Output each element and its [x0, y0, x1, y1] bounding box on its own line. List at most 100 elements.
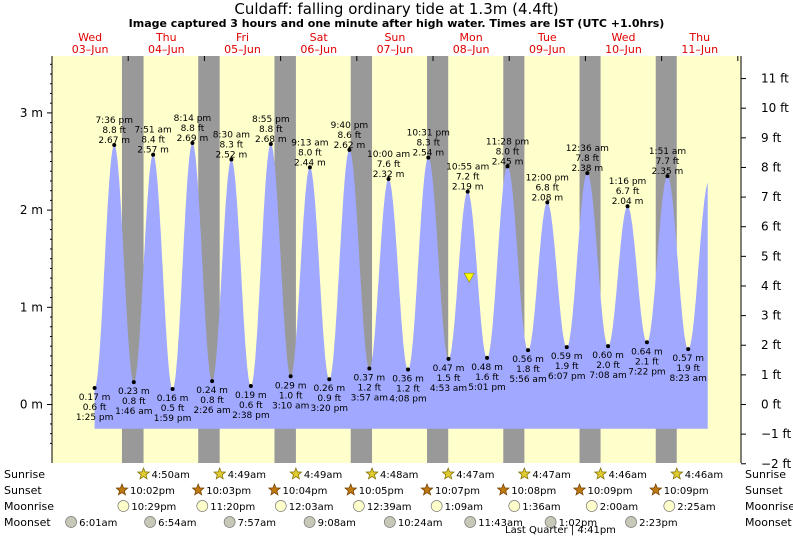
- moonrise-time: 1:36am: [522, 502, 560, 513]
- moonset-time: 7:57am: [238, 518, 276, 529]
- y-right-tick-label: 9 ft: [761, 131, 781, 145]
- low-tide-label: 0.59 m1.9 ft6:07 pm: [548, 352, 586, 382]
- tide-label-line: 8.0 ft: [496, 147, 520, 157]
- moonrise-time: 2:00am: [600, 502, 638, 513]
- tide-label-line: 10:55 am: [446, 163, 489, 173]
- tide-label-line: 7:36 pm: [95, 116, 133, 126]
- day-date: 03–Jun: [72, 43, 109, 56]
- moonrise-time: 1:09am: [445, 502, 483, 513]
- tide-label-line: 2.52 m: [216, 151, 248, 161]
- tide-label-line: 7.8 ft: [575, 154, 599, 164]
- tide-label-line: 8.8 ft: [259, 125, 283, 135]
- sunset-icon: [649, 483, 663, 496]
- tide-label-line: 4:08 pm: [389, 395, 427, 405]
- tide-label-line: 0.57 m: [672, 354, 704, 364]
- moonrise-icon: [274, 500, 287, 512]
- sunset-time: 10:04pm: [282, 486, 327, 497]
- tide-label-line: 7:22 pm: [628, 367, 666, 377]
- high-tide-label: 1:16 pm6.7 ft2.04 m: [609, 177, 647, 207]
- day-date: 05–Jun: [224, 43, 261, 56]
- tide-label-line: 1.9 ft: [555, 362, 579, 372]
- low-tide-label: 0.47 m1.5 ft4:53 am: [430, 364, 467, 394]
- tide-label-line: 0.47 m: [433, 364, 465, 374]
- moonrise-time: 12:39am: [367, 502, 412, 513]
- high-tide-dot: [347, 147, 352, 152]
- moonset-icon: [303, 516, 316, 528]
- day-date: 08–Jun: [453, 43, 490, 56]
- moonset-icon: [544, 516, 557, 528]
- high-tide-dot: [545, 200, 550, 205]
- high-tide-label: 7:36 pm8.8 ft2.67 m: [95, 116, 133, 146]
- y-right-tick-label: 2 ft: [761, 338, 781, 352]
- low-tide-label: 0.48 m1.6 ft5:01 pm: [468, 363, 506, 393]
- low-tide-label: 0.60 m2.0 ft7:08 am: [589, 351, 626, 381]
- tide-label-line: 1:51 am: [649, 147, 686, 157]
- tide-label-line: 1.8 ft: [516, 365, 540, 375]
- tide-label-line: 0.23 m: [118, 387, 150, 397]
- sunrise-icon: [136, 467, 151, 480]
- moonrise-time: 10:29pm: [131, 502, 176, 513]
- y-right-tick-label: 10 ft: [761, 101, 789, 115]
- low-tide-dot: [446, 356, 451, 361]
- sunset-time: 10:09pm: [588, 486, 633, 497]
- low-tide-dot: [606, 344, 611, 349]
- low-tide-label: 0.56 m1.8 ft5:56 am: [509, 355, 546, 385]
- tide-area: [94, 143, 708, 429]
- tide-label-line: 2.08 m: [531, 193, 563, 203]
- high-tide-dot: [505, 164, 510, 169]
- low-tide-label: 0.64 m2.1 ft7:22 pm: [628, 347, 666, 377]
- tide-label-line: 8.0 ft: [298, 148, 322, 158]
- tide-label-line: 0.56 m: [512, 355, 544, 365]
- sunrise-time: 4:47am: [532, 470, 570, 481]
- moonset-icon: [625, 516, 637, 528]
- high-tide-label: 8:14 pm8.8 ft2.69 m: [174, 114, 212, 144]
- tide-label-line: 2.35 m: [652, 167, 684, 177]
- y-right-tick-label: 5 ft: [761, 249, 781, 263]
- low-tide-label: 0.37 m1.2 ft3:57 am: [351, 374, 388, 404]
- tide-label-line: 0.8 ft: [200, 396, 224, 406]
- high-tide-dot: [585, 171, 590, 176]
- day-name: Sun: [384, 31, 405, 44]
- sunrise-icon: [593, 467, 608, 480]
- tide-label-line: 0.5 ft: [161, 404, 185, 414]
- low-tide-label: 0.29 m1.0 ft3:10 am: [272, 381, 309, 411]
- row-label-left: Moonset: [4, 516, 51, 529]
- moonrise-icon: [196, 500, 209, 512]
- tide-label-line: 2.57 m: [137, 146, 169, 156]
- high-tide-dot: [307, 165, 312, 170]
- day-name: Tue: [537, 31, 557, 44]
- day-name: Thu: [688, 31, 710, 44]
- tide-label-line: 2.44 m: [294, 158, 326, 168]
- tide-label-line: 10:00 am: [367, 150, 410, 160]
- sunrise-icon: [213, 467, 227, 480]
- moon-phase-note: Last Quarter | 4:41pm: [505, 525, 616, 536]
- high-tide-label: 8:30 am8.3 ft2.52 m: [213, 131, 250, 161]
- tide-label-line: 9:13 am: [291, 138, 328, 148]
- tide-label-line: 2.68 m: [255, 135, 287, 145]
- row-label-left: Sunset: [4, 484, 42, 497]
- low-tide-dot: [644, 340, 649, 345]
- high-tide-label: 9:40 pm8.6 ft2.62 m: [331, 121, 369, 151]
- y-left-tick-label: 2 m: [20, 203, 43, 217]
- low-tide-dot: [210, 379, 215, 384]
- tide-label-line: 8:23 am: [670, 374, 707, 384]
- y-right-tick-label: 0 ft: [761, 398, 781, 412]
- sunset-icon: [572, 483, 587, 496]
- sunset-time: 10:02pm: [130, 486, 175, 497]
- sunset-time: 10:09pm: [664, 486, 709, 497]
- y-right-tick-label: −2 ft: [761, 457, 792, 471]
- day-name: Wed: [612, 31, 636, 44]
- row-label-left: Sunrise: [4, 468, 45, 481]
- current-tide-marker: [463, 272, 475, 283]
- low-tide-dot: [288, 374, 293, 379]
- sunrise-time: 4:50am: [152, 470, 190, 481]
- tide-label-line: 8:14 pm: [174, 114, 212, 124]
- moonset-time: 11:43am: [478, 518, 523, 529]
- tide-label-line: 7.2 ft: [456, 173, 480, 183]
- tide-label-line: 8.8 ft: [181, 124, 205, 134]
- high-tide-dot: [465, 189, 470, 194]
- sunrise-time: 4:47am: [456, 470, 494, 481]
- sunset-icon: [267, 483, 282, 496]
- high-tide-label: 1:51 am7.7 ft2.35 m: [649, 147, 686, 177]
